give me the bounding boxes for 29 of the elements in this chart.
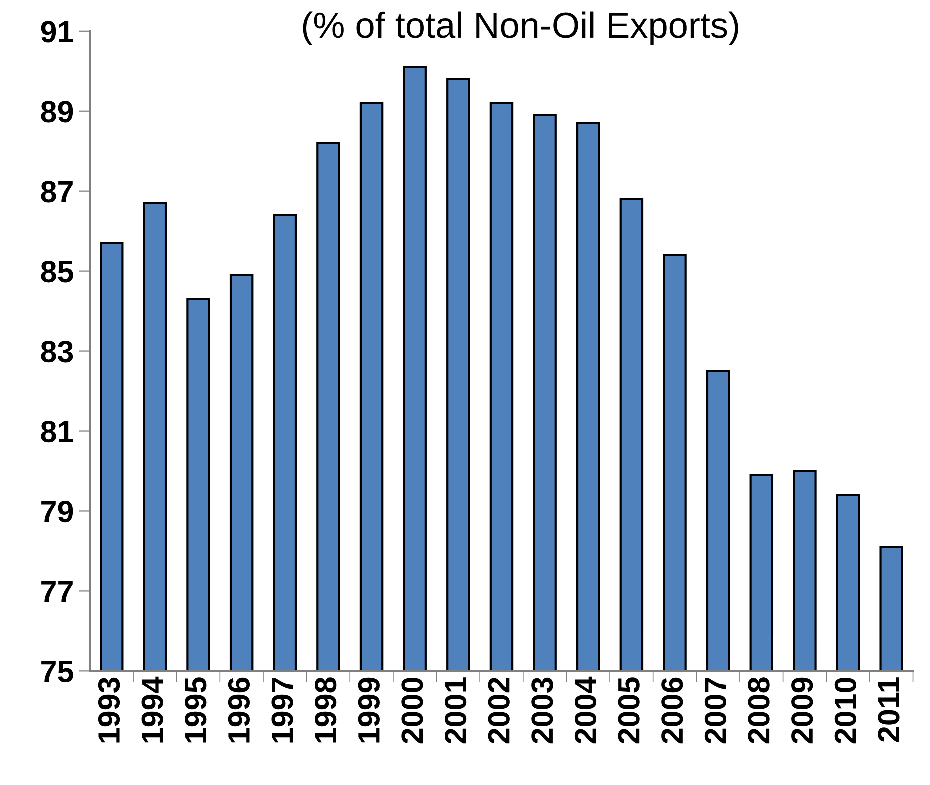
x-tick-label: 2006 xyxy=(662,678,684,744)
x-tick-label: 1995 xyxy=(185,678,207,743)
y-tick-label: 79 xyxy=(42,500,74,523)
y-tick-label: 87 xyxy=(41,181,73,203)
x-tick-label: 2002 xyxy=(488,678,510,744)
y-tick-label: 85 xyxy=(41,261,74,283)
x-tick-label: 2005 xyxy=(618,678,640,744)
x-tick-label: 2003 xyxy=(532,678,554,744)
chart-title: (% of total Non-Oil Exports) xyxy=(303,12,738,46)
x-tick-label: 2004 xyxy=(574,676,597,744)
x-tick-label: 2007 xyxy=(704,678,727,744)
x-tick-label: 2001 xyxy=(444,678,467,744)
x-tick-label: 1993 xyxy=(98,678,120,743)
y-tick-label: 91 xyxy=(41,21,74,43)
x-tick-label: 1997 xyxy=(272,678,294,743)
y-tick-label: 75 xyxy=(42,661,74,683)
x-tick-label: 2008 xyxy=(748,678,770,744)
y-tick-label: 89 xyxy=(41,101,74,123)
x-tick-label: 2010 xyxy=(834,678,856,744)
x-tick-label: 1998 xyxy=(315,678,337,743)
x-tick-label: 1994 xyxy=(142,676,164,743)
x-tick-label: 2011 xyxy=(878,678,900,742)
y-tick-label: 83 xyxy=(41,341,74,363)
x-tick-label: 2009 xyxy=(792,678,814,744)
x-tick-label: 1996 xyxy=(228,678,250,743)
y-tick-label: 81 xyxy=(41,420,74,443)
x-tick-label: 1999 xyxy=(358,678,380,743)
x-tick-label: 2000 xyxy=(402,678,424,744)
y-tick-label: 77 xyxy=(42,581,73,602)
